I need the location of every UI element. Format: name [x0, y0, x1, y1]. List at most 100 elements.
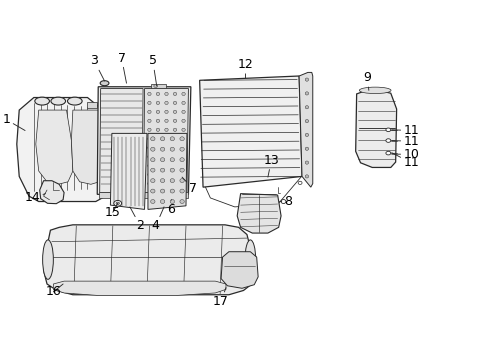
Polygon shape	[355, 89, 396, 167]
Ellipse shape	[173, 110, 176, 113]
Ellipse shape	[170, 199, 174, 203]
Ellipse shape	[147, 110, 151, 113]
Text: 5: 5	[148, 54, 157, 86]
Ellipse shape	[156, 92, 159, 95]
Ellipse shape	[147, 119, 151, 122]
Ellipse shape	[147, 146, 151, 149]
Ellipse shape	[170, 168, 174, 172]
Ellipse shape	[182, 182, 185, 185]
Ellipse shape	[164, 164, 168, 167]
Ellipse shape	[42, 240, 53, 279]
Ellipse shape	[164, 128, 168, 131]
Ellipse shape	[156, 128, 159, 131]
Ellipse shape	[164, 92, 168, 95]
Text: 11: 11	[391, 135, 418, 148]
Polygon shape	[151, 84, 165, 88]
Text: 7: 7	[182, 177, 197, 195]
Ellipse shape	[182, 119, 185, 122]
Ellipse shape	[150, 137, 155, 141]
Ellipse shape	[35, 97, 49, 105]
Ellipse shape	[180, 189, 184, 193]
Text: 17: 17	[213, 288, 228, 308]
Ellipse shape	[182, 164, 185, 167]
Ellipse shape	[305, 92, 308, 95]
Text: 14: 14	[24, 192, 45, 204]
Ellipse shape	[182, 101, 185, 104]
Ellipse shape	[385, 151, 390, 155]
Text: 10: 10	[391, 148, 418, 161]
Polygon shape	[199, 76, 302, 187]
Ellipse shape	[180, 137, 184, 141]
Ellipse shape	[147, 92, 151, 95]
Ellipse shape	[160, 158, 164, 162]
Ellipse shape	[164, 137, 168, 140]
Ellipse shape	[359, 87, 390, 94]
Polygon shape	[99, 192, 187, 198]
Text: 16: 16	[45, 284, 63, 298]
Ellipse shape	[281, 199, 285, 203]
Ellipse shape	[147, 128, 151, 131]
Ellipse shape	[147, 137, 151, 140]
Polygon shape	[148, 134, 186, 210]
Text: 9: 9	[363, 71, 370, 90]
Text: 4: 4	[151, 207, 163, 233]
Ellipse shape	[100, 81, 109, 86]
Ellipse shape	[160, 199, 164, 203]
Text: 3: 3	[90, 54, 104, 81]
Polygon shape	[71, 110, 103, 184]
Polygon shape	[143, 89, 188, 193]
Ellipse shape	[305, 78, 308, 81]
Ellipse shape	[305, 161, 308, 164]
Ellipse shape	[305, 175, 308, 178]
Ellipse shape	[164, 119, 168, 122]
Ellipse shape	[164, 101, 168, 104]
Polygon shape	[237, 194, 281, 233]
Ellipse shape	[160, 147, 164, 151]
Ellipse shape	[164, 146, 168, 149]
Ellipse shape	[170, 158, 174, 162]
Text: 11: 11	[391, 124, 418, 137]
Ellipse shape	[173, 164, 176, 167]
Ellipse shape	[147, 101, 151, 104]
Text: 1: 1	[2, 113, 25, 131]
Ellipse shape	[147, 173, 151, 176]
Text: 2: 2	[130, 207, 144, 233]
Polygon shape	[299, 72, 312, 187]
Ellipse shape	[150, 168, 155, 172]
Polygon shape	[36, 110, 73, 184]
Ellipse shape	[170, 179, 174, 183]
Ellipse shape	[164, 110, 168, 113]
Polygon shape	[97, 87, 190, 194]
Ellipse shape	[305, 105, 308, 109]
Text: 8: 8	[279, 195, 292, 208]
Ellipse shape	[173, 101, 176, 104]
Ellipse shape	[180, 179, 184, 183]
Ellipse shape	[156, 155, 159, 158]
Ellipse shape	[160, 137, 164, 141]
Text: 11: 11	[391, 153, 418, 169]
Ellipse shape	[170, 137, 174, 141]
Text: 6: 6	[167, 200, 175, 216]
Ellipse shape	[173, 155, 176, 158]
Ellipse shape	[156, 101, 159, 104]
Ellipse shape	[150, 147, 155, 151]
Ellipse shape	[160, 189, 164, 193]
Ellipse shape	[156, 173, 159, 176]
Ellipse shape	[160, 168, 164, 172]
Polygon shape	[100, 89, 143, 193]
Ellipse shape	[182, 92, 185, 95]
Ellipse shape	[251, 203, 257, 208]
Ellipse shape	[114, 201, 122, 206]
Ellipse shape	[67, 97, 82, 105]
Ellipse shape	[173, 128, 176, 131]
Polygon shape	[53, 281, 225, 296]
Ellipse shape	[173, 92, 176, 95]
Ellipse shape	[156, 164, 159, 167]
Ellipse shape	[116, 202, 119, 204]
Polygon shape	[40, 181, 64, 204]
Polygon shape	[221, 252, 258, 288]
Ellipse shape	[150, 199, 155, 203]
Ellipse shape	[170, 147, 174, 151]
Ellipse shape	[244, 240, 255, 279]
Ellipse shape	[182, 146, 185, 149]
